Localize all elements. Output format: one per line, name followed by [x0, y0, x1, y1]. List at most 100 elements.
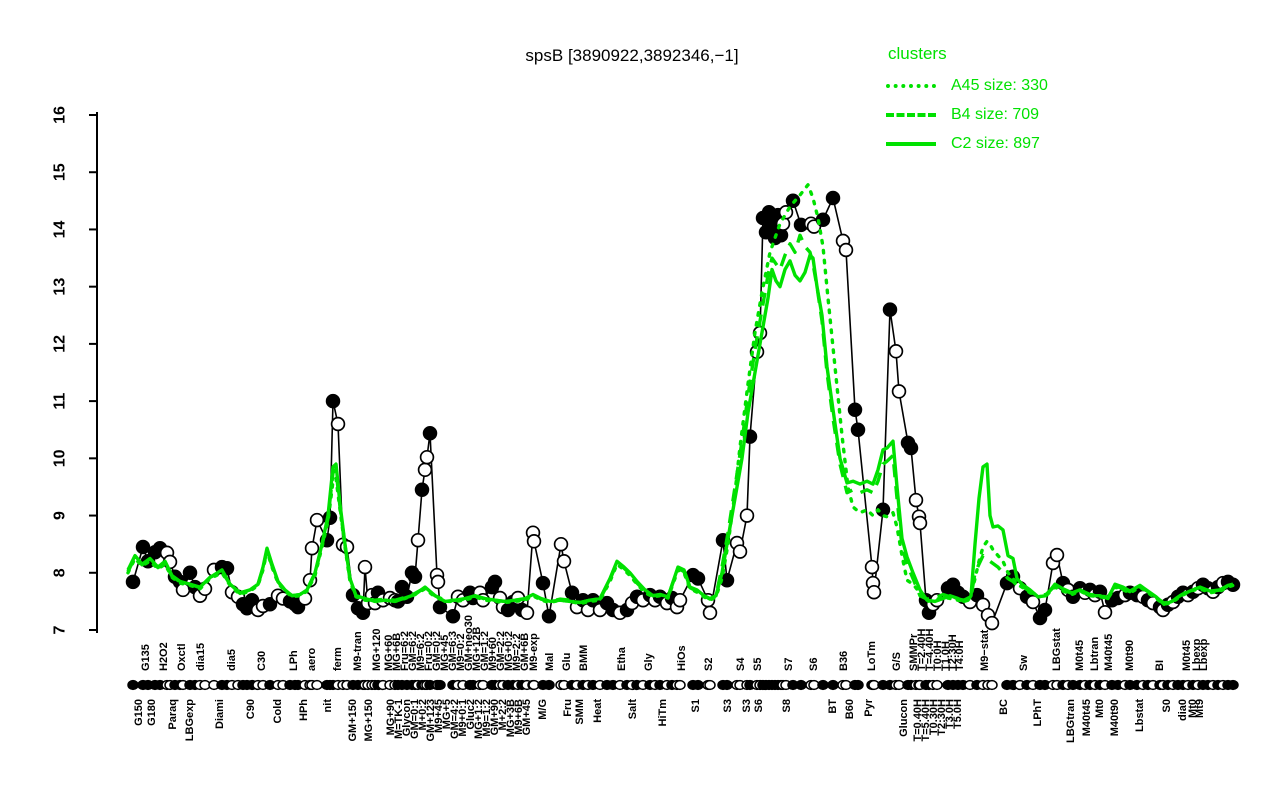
- condition-label: M9+45: [433, 699, 445, 733]
- data-point-open: [1097, 605, 1113, 620]
- solid-line-swatch-icon: [886, 141, 936, 146]
- condition-label: Fru: [562, 699, 574, 717]
- condition-label: dia15: [195, 643, 207, 671]
- condition-label: S5: [752, 658, 764, 671]
- condition-label: T0:0H: [932, 640, 944, 671]
- data-point-open: [1025, 594, 1041, 610]
- condition-label: G135: [140, 644, 152, 671]
- condition-label: Cold: [272, 699, 284, 723]
- condition-label: MG+0:2: [503, 631, 515, 671]
- data-point-filled: [882, 302, 898, 317]
- legend-entry-a45: A45 size: 330: [886, 71, 1048, 100]
- condition-label: GM+150: [347, 699, 359, 742]
- data-point-filled: [541, 609, 557, 624]
- condition-label: MG+12B: [471, 627, 483, 671]
- condition-label: H2O2: [158, 642, 170, 671]
- data-point-open: [410, 532, 426, 548]
- data-point-filled: [325, 393, 341, 409]
- profile-line: [132, 195, 1234, 626]
- condition-label: MG+1:2: [473, 699, 485, 739]
- y-axis-tick-label: 7: [52, 625, 69, 634]
- y-axis-tick-label: 9: [52, 511, 69, 520]
- condition-label: GM+45: [521, 699, 533, 735]
- condition-label: Paraq: [167, 699, 179, 730]
- strip-dot: [852, 679, 864, 691]
- data-point-open: [864, 559, 880, 575]
- cluster-line-b4: [126, 233, 1234, 605]
- condition-label: S0: [1161, 699, 1173, 712]
- condition-label: MG+120: [371, 629, 383, 672]
- condition-label: M0t90: [1124, 640, 1136, 671]
- condition-label: M/G: [537, 699, 549, 720]
- data-point-open: [553, 536, 569, 552]
- data-point-open: [556, 554, 572, 569]
- y-axis-tick-label: 12: [52, 335, 69, 353]
- strip-dot: [127, 679, 139, 691]
- condition-label: GM=4:2: [449, 699, 461, 739]
- strip-dot: [817, 679, 829, 691]
- condition-label: ferm: [332, 647, 344, 671]
- data-point-open: [891, 384, 907, 399]
- condition-label: Glycon: [401, 699, 413, 737]
- legend-entry-label: C2 size: 897: [951, 134, 1040, 152]
- legend: clusters A45 size: 330 B4 size: 709 C2 s…: [886, 44, 1048, 158]
- strip-dot: [543, 679, 555, 691]
- condition-label: LBGstat: [1051, 628, 1063, 671]
- data-point-open: [330, 416, 346, 432]
- data-point-open: [526, 534, 542, 549]
- data-point-filled: [445, 609, 461, 624]
- condition-label: BMM: [578, 645, 590, 671]
- condition-label: MG+45: [439, 635, 451, 671]
- condition-label: Mt9: [1194, 699, 1206, 718]
- condition-label: M9-exp: [528, 633, 540, 671]
- condition-label: HPh: [298, 699, 310, 721]
- condition-label: Fru=6:2: [399, 631, 411, 671]
- strip-dot: [931, 679, 943, 691]
- data-point-open: [519, 605, 535, 621]
- condition-label: Heat: [592, 699, 604, 723]
- condition-label: GM=2:2: [495, 631, 507, 671]
- y-axis-tick-label: 13: [52, 278, 69, 296]
- data-point-filled: [422, 425, 438, 441]
- data-point-filled: [125, 574, 141, 590]
- strip-dot: [1227, 679, 1239, 691]
- condition-label: BI: [1154, 660, 1166, 671]
- condition-label: T4:0H: [954, 640, 966, 671]
- condition-label: Salt: [627, 699, 639, 720]
- data-point-open: [304, 540, 320, 556]
- condition-label: Lbexp: [1198, 638, 1210, 671]
- strip-dot: [986, 679, 998, 691]
- condition-label: Glucon: [898, 699, 910, 737]
- condition-label: M+0:2: [417, 699, 429, 731]
- data-point-open: [908, 492, 924, 508]
- condition-label: M9+6B: [513, 699, 525, 735]
- data-point-open: [838, 242, 854, 258]
- y-axis-tick-label: 15: [52, 163, 69, 181]
- condition-label: Glu: [561, 653, 573, 671]
- condition-label: GM+6B: [519, 633, 531, 671]
- condition-label: S2: [703, 658, 715, 671]
- condition-label: S1: [690, 699, 702, 712]
- condition-label: LBGtran: [1065, 699, 1077, 743]
- condition-label: T1.0H: [940, 641, 952, 671]
- data-point-filled: [535, 575, 551, 591]
- condition-label: S3: [741, 699, 753, 712]
- cluster-line-c2: [126, 253, 1234, 606]
- condition-label: M9=0:2: [455, 633, 467, 671]
- condition-label: MG+6B: [391, 633, 403, 671]
- condition-label: S6: [753, 699, 765, 712]
- condition-label: G/S: [891, 652, 903, 671]
- condition-label: M9=2:2: [511, 633, 523, 671]
- condition-label: M9=6:2: [415, 633, 427, 671]
- data-point-filled: [182, 565, 198, 581]
- strip-dot: [827, 679, 839, 691]
- condition-label: S7: [783, 658, 795, 671]
- data-point-open: [912, 515, 928, 531]
- condition-label: Lbstat: [1134, 699, 1146, 732]
- data-point-open: [430, 574, 446, 590]
- condition-label: T=4.40H: [924, 628, 936, 671]
- condition-label: T2:30H: [947, 634, 959, 671]
- condition-label: Lbexp: [1191, 638, 1203, 671]
- condition-label: Gly: [643, 652, 655, 671]
- condition-label: SMMPr: [908, 633, 920, 671]
